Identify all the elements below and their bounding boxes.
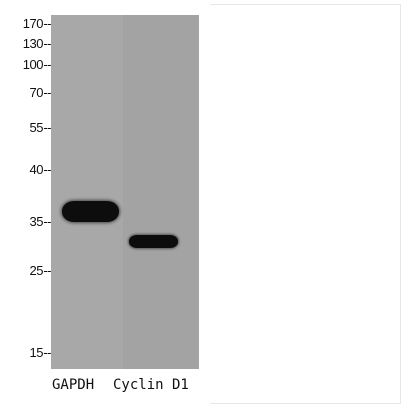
marker-70: 70-- [0, 85, 52, 101]
lane-label-cyclin-d1: Cyclin D1 [113, 377, 189, 393]
frame-border-top [210, 4, 401, 5]
marker-tick: -- [43, 85, 51, 100]
marker-label: 15 [29, 345, 44, 360]
frame-border-bottom [210, 403, 401, 404]
band-gapdh [62, 201, 119, 222]
marker-170: 170-- [0, 16, 52, 32]
marker-tick: -- [43, 120, 51, 135]
marker-25: 25-- [0, 263, 52, 279]
lane-2-region [123, 15, 199, 369]
marker-label: 130 [22, 36, 44, 51]
marker-tick: -- [43, 345, 51, 360]
marker-tick: -- [43, 36, 51, 51]
marker-55: 55-- [0, 120, 52, 136]
frame-border-right [400, 4, 401, 404]
marker-label: 55 [29, 120, 44, 135]
marker-40: 40-- [0, 162, 52, 178]
marker-tick: -- [43, 162, 51, 177]
marker-label: 70 [29, 85, 44, 100]
marker-label: 100 [22, 57, 44, 72]
lane-1-region [51, 15, 123, 369]
marker-100: 100-- [0, 57, 52, 73]
marker-tick: -- [43, 16, 51, 31]
marker-35: 35-- [0, 214, 52, 230]
marker-label: 40 [29, 162, 44, 177]
marker-label: 35 [29, 214, 44, 229]
band-cyclin-d1 [129, 235, 178, 248]
marker-130: 130-- [0, 36, 52, 52]
marker-tick: -- [43, 263, 51, 278]
marker-tick: -- [43, 214, 51, 229]
marker-label: 170 [22, 16, 44, 31]
marker-label: 25 [29, 263, 44, 278]
marker-15: 15-- [0, 345, 52, 361]
lane-label-gapdh: GAPDH [52, 377, 95, 393]
marker-tick: -- [43, 57, 51, 72]
